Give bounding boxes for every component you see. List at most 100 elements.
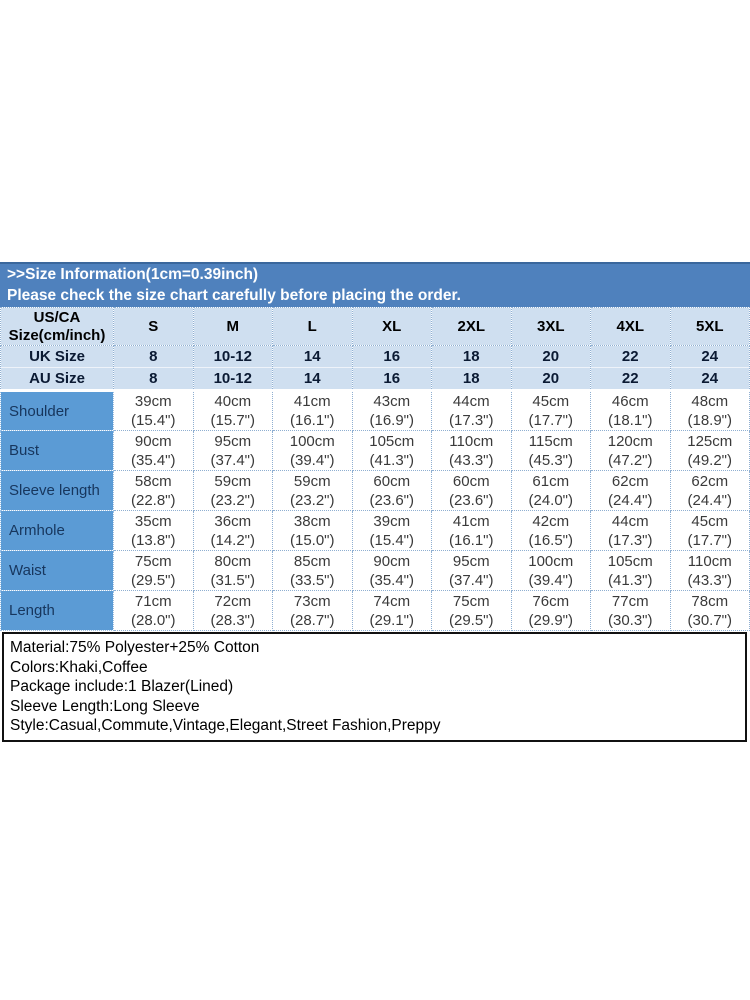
measurement-cell: 90cm (35.4"): [113, 430, 194, 471]
measurement-cell: 95cm (37.4"): [431, 550, 512, 591]
measurement-cell: 60cm (23.6"): [431, 470, 512, 511]
measurement-cell: 105cm (41.3"): [351, 430, 432, 471]
measurement-cell: 77cm (30.3"): [590, 590, 671, 631]
measurement-cell: 75cm (29.5"): [113, 550, 194, 591]
uk-size-value: 20: [510, 345, 591, 368]
au-size-value: 10-12: [192, 367, 273, 392]
detail-line: Sleeve Length:Long Sleeve: [10, 697, 200, 715]
au-size-row: AU Size 8 10-12 14 16 18 20 22 24: [0, 367, 750, 392]
corner-cell: US/CA Size(cm/inch): [0, 307, 114, 346]
size-col-header: XL: [351, 307, 432, 346]
measurement-cell: 35cm (13.8"): [113, 510, 194, 551]
size-col-header: 3XL: [510, 307, 591, 346]
au-size-value: 24: [669, 367, 750, 392]
measurement-cell: 78cm (30.7"): [669, 590, 750, 631]
uk-size-value: 16: [351, 345, 432, 368]
uk-size-value: 14: [272, 345, 353, 368]
measurement-label: Sleeve length: [0, 470, 114, 511]
measurement-cell: 48cm (18.9"): [669, 390, 750, 431]
measurement-cell: 73cm (28.7"): [272, 590, 353, 631]
au-size-value: 18: [431, 367, 512, 392]
measurement-cell: 90cm (35.4"): [351, 550, 432, 591]
measurement-cell: 110cm (43.3"): [669, 550, 750, 591]
size-info-banner: >>Size Information(1cm=0.39inch) Please …: [0, 262, 750, 307]
size-header-row: US/CA Size(cm/inch) S M L XL 2XL 3XL 4XL…: [0, 307, 750, 346]
size-table-body: Shoulder 39cm (15.4") 40cm (15.7") 41cm (16.1"…: [0, 390, 750, 631]
measurement-cell: 43cm (16.9"): [351, 390, 432, 431]
measurement-row: Bust 90cm (35.4") 95cm (37.4") 100cm (39.4") 10…: [0, 430, 750, 471]
measurement-cell: 72cm (28.3"): [192, 590, 273, 631]
au-size-value: 14: [272, 367, 353, 392]
uk-size-label: UK Size: [0, 345, 114, 368]
measurement-cell: 45cm (17.7"): [669, 510, 750, 551]
measurement-cell: 44cm (17.3"): [431, 390, 512, 431]
measurement-cell: 38cm (15.0"): [272, 510, 353, 551]
uk-size-row: UK Size 8 10-12 14 16 18 20 22 24: [0, 345, 750, 368]
uk-size-value: 10-12: [192, 345, 273, 368]
measurement-cell: 41cm (16.1"): [431, 510, 512, 551]
measurement-cell: 41cm (16.1"): [272, 390, 353, 431]
measurement-label: Bust: [0, 430, 114, 471]
au-size-value: 16: [351, 367, 432, 392]
au-size-value: 20: [510, 367, 591, 392]
detail-line: Package include:1 Blazer(Lined): [10, 678, 234, 695]
detail-line: Material:75% Polyester+25% Cotton: [10, 639, 260, 656]
corner-line1: US/CA: [33, 308, 81, 326]
measurement-row: Length 71cm (28.0") 72cm (28.3") 73cm (28.7") 7…: [0, 590, 750, 631]
size-col-header: 5XL: [669, 307, 750, 346]
measurement-cell: 39cm (15.4"): [113, 390, 194, 431]
uk-size-value: 24: [669, 345, 750, 368]
measurement-label: Length: [0, 590, 114, 631]
measurement-cell: 58cm (22.8"): [113, 470, 194, 511]
detail-line: Style:Casual,Commute,Vintage,Elegant,Str…: [10, 717, 441, 734]
measurement-cell: 76cm (29.9"): [510, 590, 591, 631]
measurement-cell: 36cm (14.2"): [192, 510, 273, 551]
measurement-cell: 95cm (37.4"): [192, 430, 273, 471]
measurement-cell: 62cm (24.4"): [669, 470, 750, 511]
au-size-value: 8: [113, 367, 194, 392]
measurement-cell: 46cm (18.1"): [590, 390, 671, 431]
measurement-row: Armhole 35cm (13.8") 36cm (14.2") 38cm (15.0")…: [0, 510, 750, 551]
measurement-cell: 45cm (17.7"): [510, 390, 591, 431]
size-col-header: 2XL: [431, 307, 512, 346]
uk-size-value: 18: [431, 345, 512, 368]
measurement-cell: 61cm (24.0"): [510, 470, 591, 511]
measurement-row: Waist 75cm (29.5") 80cm (31.5") 85cm (33.5") 90…: [0, 550, 750, 591]
measurement-cell: 125cm (49.2"): [669, 430, 750, 471]
measurement-cell: 85cm (33.5"): [272, 550, 353, 591]
uk-size-value: 22: [590, 345, 671, 368]
measurement-row: Shoulder 39cm (15.4") 40cm (15.7") 41cm (16.1"…: [0, 390, 750, 431]
product-details-box: Material:75% Polyester+25% Cotton Colors:…: [2, 632, 747, 742]
size-col-header: 4XL: [590, 307, 671, 346]
au-size-value: 22: [590, 367, 671, 392]
measurement-label: Shoulder: [0, 390, 114, 431]
banner-title: >>Size Information(1cm=0.39inch): [7, 266, 259, 283]
measurement-cell: 115cm (45.3"): [510, 430, 591, 471]
measurement-cell: 100cm (39.4"): [272, 430, 353, 471]
measurement-cell: 75cm (29.5"): [431, 590, 512, 631]
size-col-header: M: [192, 307, 273, 346]
measurement-cell: 44cm (17.3"): [590, 510, 671, 551]
measurement-cell: 71cm (28.0"): [113, 590, 194, 631]
measurement-cell: 100cm (39.4"): [510, 550, 591, 591]
au-size-label: AU Size: [0, 367, 114, 392]
measurement-cell: 105cm (41.3"): [590, 550, 671, 591]
measurement-label: Armhole: [0, 510, 114, 551]
corner-line2: Size(cm/inch): [8, 326, 106, 344]
detail-line: Colors:Khaki,Coffee: [10, 658, 148, 676]
measurement-row: Sleeve length 58cm (22.8") 59cm (23.2") 59cm(…: [0, 470, 750, 511]
uk-size-value: 8: [113, 345, 194, 368]
measurement-cell: 62cm (24.4"): [590, 470, 671, 511]
measurement-cell: 39cm (15.4"): [351, 510, 432, 551]
measurement-cell: 80cm (31.5"): [192, 550, 273, 591]
measurement-cell: 59cm (23.2"): [192, 470, 273, 511]
size-col-header: S: [113, 307, 194, 346]
measurement-cell: 40cm (15.7"): [192, 390, 273, 431]
measurement-cell: 110cm (43.3"): [431, 430, 512, 471]
measurement-cell: 60cm (23.6"): [351, 470, 432, 511]
measurement-cell: 59cm (23.2"): [272, 470, 353, 511]
measurement-cell: 42cm (16.5"): [510, 510, 591, 551]
measurement-cell: 120cm (47.2"): [590, 430, 671, 471]
size-col-header: L: [272, 307, 353, 346]
